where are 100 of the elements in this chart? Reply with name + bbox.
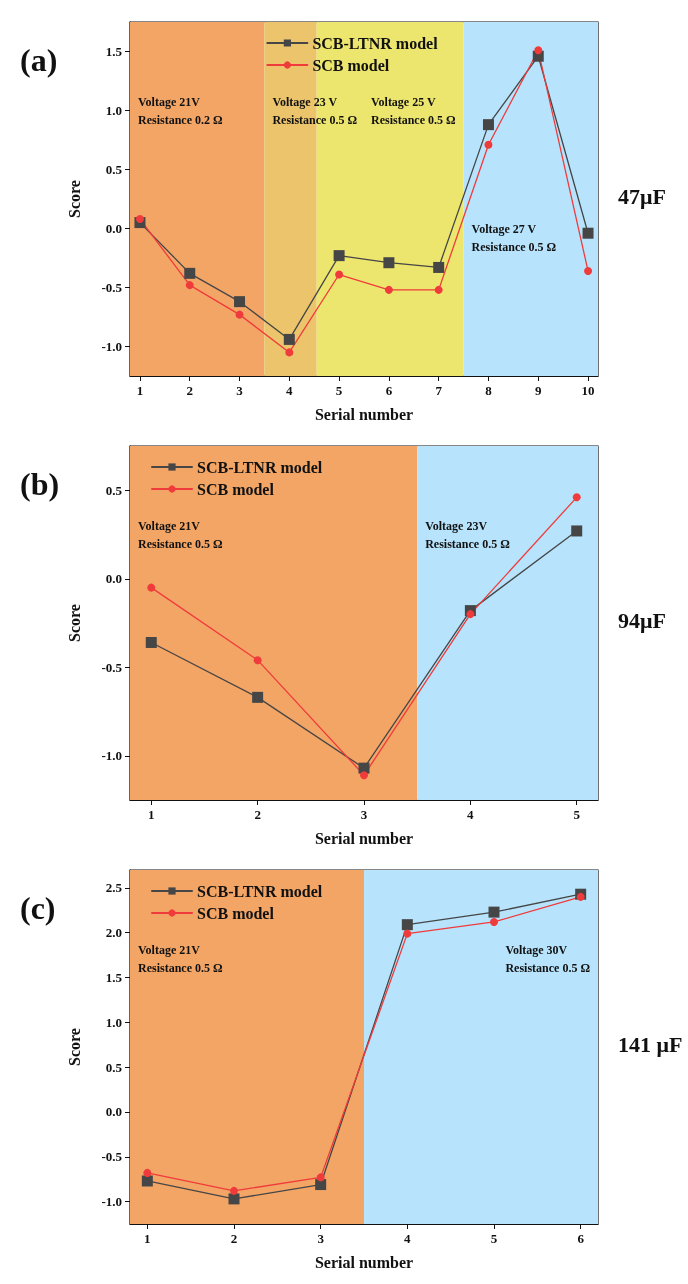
point [401,919,413,931]
point [335,270,344,279]
point [252,691,264,703]
point [584,266,593,275]
legend-label: SCB model [312,56,390,74]
legend-label: SCB-LTNR model [197,458,323,476]
x-tick-label: 1 [148,807,155,822]
x-axis-title: Serial number [314,829,414,847]
point [228,1193,240,1205]
x-axis-title: Serial number [314,1253,414,1271]
band-label: Voltage 21V Resistance 0.5 Ω [138,518,223,551]
x-tick-label: 4 [286,383,294,398]
legend-label: SCB-LTNR model [312,34,439,52]
x-tick-label: 4 [404,1231,412,1246]
point [360,771,368,780]
y-tick-label: 1.5 [105,970,123,986]
y-tick-label: 2.5 [105,880,123,896]
y-tick-label: 2.0 [105,925,122,941]
point [571,525,583,537]
x-tick-label: 2 [186,383,193,398]
x-tick-label: 7 [435,383,443,398]
point [135,215,144,224]
text: (a) [20,42,58,78]
band-label: Voltage 21V Resistance 0.2 Ω [138,94,223,127]
point [490,917,498,926]
text: 141 μF [618,1031,683,1057]
legend-label: SCB-LTNR model [197,882,323,900]
x-tick-label: 3 [317,1231,325,1246]
text: (c) [20,890,56,926]
x-tick-label: 3 [360,807,368,822]
point [285,348,294,357]
point [184,267,196,279]
y-tick-label: -0.5 [101,1149,123,1165]
x-tick-label: 4 [467,807,475,822]
y-axis-title: Score [65,180,83,218]
x-tick-label: 1 [144,1231,151,1246]
x-axis-title: Serial number [314,405,414,423]
x-tick-label: 5 [490,1231,498,1246]
band-label: Voltage 23 V Resistance 0.5 Ω [272,94,358,127]
y-tick-label: 1.0 [105,1014,122,1030]
point [143,1168,152,1177]
legend-label: SCB model [197,904,275,922]
x-tick-label: 5 [335,383,343,398]
y-tick-label: 0.0 [105,221,122,236]
x-tick-label: 5 [573,807,581,822]
y-axis-title: Score [65,1028,83,1066]
y-tick-label: 0.5 [105,162,123,177]
point [283,333,295,345]
text: (b) [20,466,60,502]
x-tick-label: 6 [385,383,393,398]
y-tick-label: -0.5 [101,659,123,675]
text: 47μF [618,183,666,209]
legend-label: SCB model [197,480,275,498]
point [403,929,412,938]
point [235,310,244,319]
x-tick-label: 1 [136,383,144,398]
y-tick-label: -0.5 [101,280,123,295]
y-tick-label: 1.0 [105,103,122,118]
point [316,1173,325,1182]
y-tick-label: 0.5 [105,482,123,498]
point [534,46,543,55]
point [230,1186,238,1195]
band-label: Voltage 25 V Resistance 0.5 Ω [370,94,456,127]
band-label: Voltage 23V Resistance 0.5 Ω [425,518,511,551]
point [383,257,395,269]
y-axis-title: Score [65,604,83,642]
point [484,140,493,149]
point [234,296,246,308]
x-tick-label: 9 [535,383,543,398]
y-tick-label: -1.0 [101,748,122,764]
point [482,119,494,131]
point [576,892,585,901]
point [315,1179,327,1191]
x-tick-label: 10 [581,383,595,398]
point [572,493,581,502]
x-tick-label: 2 [230,1231,238,1246]
point [434,285,443,294]
point [147,583,156,592]
x-tick-label: 8 [485,383,493,398]
y-tick-label: -1.0 [101,1194,122,1210]
y-tick-label: 0.0 [105,1104,122,1120]
point [433,261,445,273]
y-tick-label: -1.0 [101,339,122,354]
band-label: Voltage 30V Resistance 0.5 Ω [505,942,591,975]
point [488,906,500,918]
point [466,610,475,619]
band-label: Voltage 27 V Resistance 0.5 Ω [471,222,557,255]
y-tick-label: 1.5 [105,44,123,59]
y-tick-label: 0.5 [105,1059,123,1075]
x-tick-label: 6 [577,1231,585,1246]
point [582,227,594,239]
band-label: Voltage 21V Resistance 0.5 Ω [138,942,223,975]
point [141,1175,153,1187]
point [384,285,393,294]
point [145,636,157,648]
text: 94μF [618,607,666,633]
x-tick-label: 3 [236,383,244,398]
x-tick-label: 2 [254,807,261,822]
point [253,656,262,665]
point [185,281,194,290]
